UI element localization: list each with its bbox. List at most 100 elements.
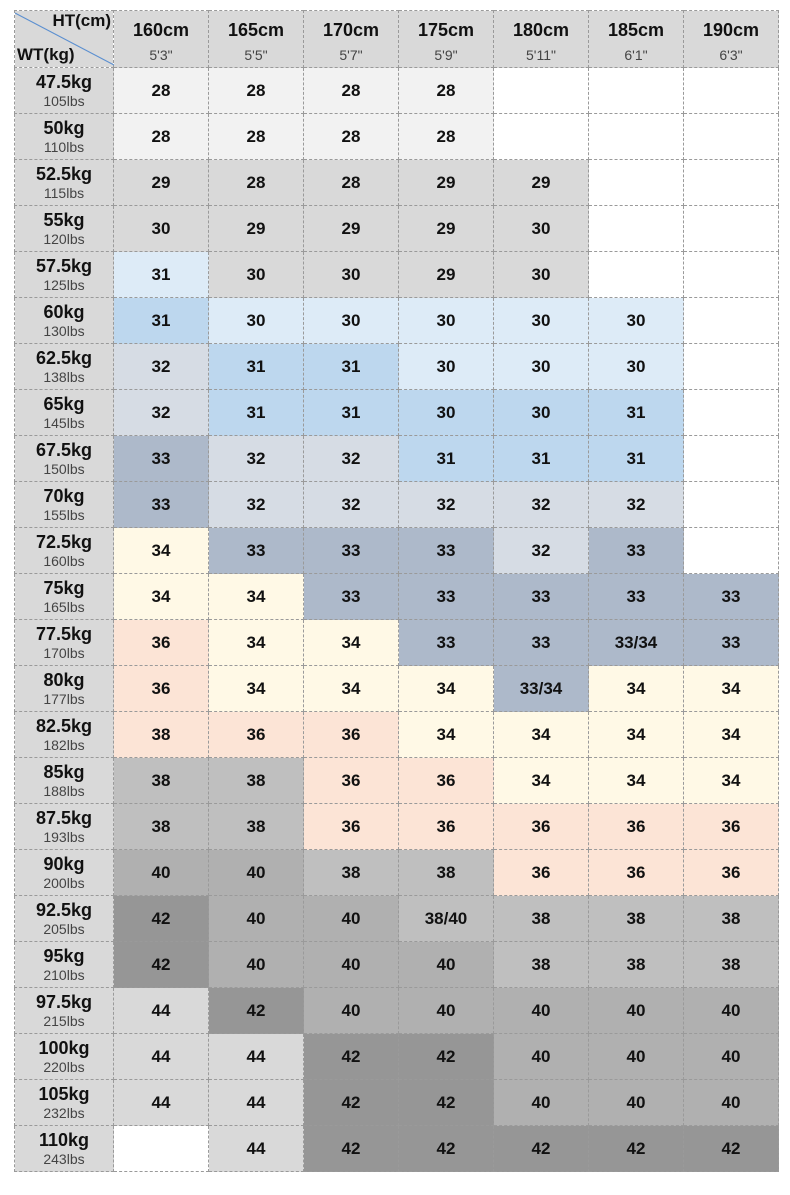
row-header: 75kg 165lbs: [14, 573, 114, 620]
size-cell: [683, 159, 779, 206]
size-cell: 30: [208, 251, 304, 298]
row-header: 110kg 243lbs: [14, 1125, 114, 1172]
size-value: 42: [341, 1046, 361, 1066]
row-header: 55kg 120lbs: [14, 205, 114, 252]
height-ft: 5'5": [244, 46, 268, 63]
size-value: 31: [626, 402, 646, 422]
size-cell: 28: [208, 67, 304, 114]
size-value: 36: [341, 770, 361, 790]
column-header: 170cm 5'7": [303, 10, 399, 68]
size-cell: 33/34: [588, 619, 684, 666]
table-body: HT(cm) WT(kg) 160cm 5'3" 165cm 5'5" 170cm 5'7…: [14, 10, 779, 1172]
size-cell: [683, 251, 779, 298]
size-value: 29: [341, 218, 361, 238]
row-header: 85kg 188lbs: [14, 757, 114, 804]
size-cell: 32: [208, 435, 304, 482]
size-value: 40: [721, 1092, 741, 1112]
size-value: 34: [151, 540, 171, 560]
size-value: 40: [341, 908, 361, 928]
height-ft: 5'7": [339, 46, 363, 63]
size-value: 33/34: [614, 632, 658, 652]
table-row: 105kg 232lbs 44 44 42 42 40 40 40: [14, 1079, 779, 1126]
size-value: 31: [151, 264, 171, 284]
diagonal: [15, 12, 114, 66]
weight-kg: 50kg: [43, 117, 85, 138]
weight-kg: 95kg: [43, 945, 85, 966]
size-value: 29: [436, 218, 456, 238]
size-cell: 38: [113, 711, 209, 758]
size-cell: 40: [588, 987, 684, 1034]
row-header: 57.5kg 125lbs: [14, 251, 114, 298]
weight-lbs: 177lbs: [43, 690, 85, 707]
size-value: 36: [341, 816, 361, 836]
table-row: 52.5kg 115lbs 29 28 28 29 29: [14, 159, 779, 206]
size-cell: 32: [588, 481, 684, 528]
size-cell: 34: [588, 665, 684, 712]
size-cell: 33: [113, 435, 209, 482]
weight-kg: 70kg: [43, 485, 85, 506]
weight-lbs: 200lbs: [43, 874, 85, 891]
row-header: 65kg 145lbs: [14, 389, 114, 436]
size-cell: 42: [398, 1033, 494, 1080]
size-value: 33: [721, 632, 741, 652]
size-value: 44: [151, 1092, 171, 1112]
weight-lbs: 232lbs: [43, 1104, 85, 1121]
size-value: 31: [531, 448, 551, 468]
size-value: 29: [151, 172, 171, 192]
size-cell: 30: [493, 343, 589, 390]
size-cell: 40: [398, 987, 494, 1034]
weight-lbs: 205lbs: [43, 920, 85, 937]
size-cell: 28: [398, 67, 494, 114]
size-value: 33: [246, 540, 266, 560]
weight-lbs: 110lbs: [43, 138, 85, 155]
size-value: 30: [341, 264, 361, 284]
size-cell: 28: [398, 113, 494, 160]
size-value: 31: [151, 310, 171, 330]
size-value: 44: [151, 1000, 171, 1020]
size-cell: 42: [303, 1033, 399, 1080]
height-ft: 5'11": [526, 46, 556, 63]
corner-cell: HT(cm) WT(kg): [14, 10, 114, 68]
size-cell: 31: [208, 389, 304, 436]
size-value: 33: [341, 586, 361, 606]
size-cell: 44: [113, 1033, 209, 1080]
size-value: 30: [341, 310, 361, 330]
size-cell: 28: [208, 113, 304, 160]
weight-kg: 110kg: [38, 1129, 90, 1150]
size-cell: 36: [683, 803, 779, 850]
row-header: 52.5kg 115lbs: [14, 159, 114, 206]
column-header: 190cm 6'3": [683, 10, 779, 68]
size-value: 40: [626, 1046, 646, 1066]
size-value: 31: [341, 402, 361, 422]
size-value: 31: [626, 448, 646, 468]
size-cell: 30: [303, 251, 399, 298]
size-value: 40: [721, 1046, 741, 1066]
size-value: 40: [246, 908, 266, 928]
size-cell: [683, 67, 779, 114]
size-value: 34: [151, 586, 171, 606]
size-value: 38: [436, 862, 456, 882]
size-cell: 31: [113, 251, 209, 298]
weight-kg: 87.5kg: [35, 807, 93, 828]
weight-lbs: 193lbs: [43, 828, 85, 845]
size-cell: 28: [208, 159, 304, 206]
size-cell: 32: [493, 481, 589, 528]
size-value: 42: [341, 1092, 361, 1112]
size-value: 32: [151, 402, 171, 422]
size-cell: 40: [208, 941, 304, 988]
size-value: 36: [531, 862, 551, 882]
size-value: 28: [151, 126, 171, 146]
size-value: 42: [151, 954, 171, 974]
row-header: 87.5kg 193lbs: [14, 803, 114, 850]
size-value: 38: [531, 954, 551, 974]
size-value: 32: [436, 494, 456, 514]
size-cell: 28: [303, 159, 399, 206]
weight-lbs: 188lbs: [43, 782, 85, 799]
size-cell: 40: [398, 941, 494, 988]
size-cell: 44: [113, 1079, 209, 1126]
weight-kg: 62.5kg: [35, 347, 93, 368]
weight-lbs: 138lbs: [43, 368, 85, 385]
size-cell: 32: [208, 481, 304, 528]
size-cell: [493, 67, 589, 114]
weight-lbs: 145lbs: [43, 414, 85, 431]
